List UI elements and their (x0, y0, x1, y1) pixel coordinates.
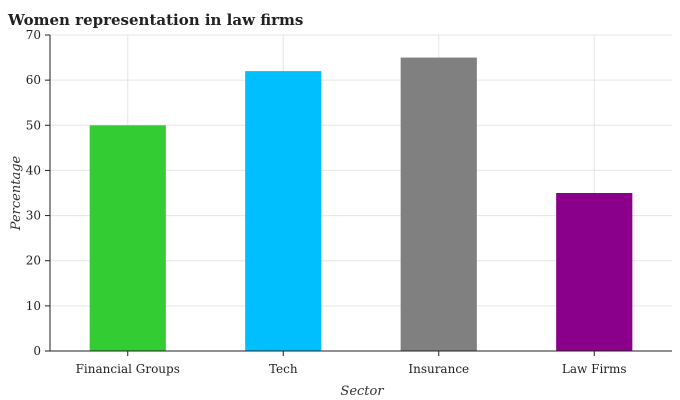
x-tick-label: Insurance (408, 362, 469, 376)
bar-financial-groups (89, 125, 166, 352)
y-tick-label: 30 (26, 209, 41, 223)
y-tick-label: 40 (26, 163, 41, 177)
x-tick-label: Financial Groups (76, 362, 180, 376)
bars (89, 57, 633, 352)
bar-law-firms (556, 193, 633, 351)
axes (49, 35, 672, 352)
y-tick-label: 60 (26, 73, 41, 87)
ticks: 0 10 20 30 40 50 60 70 Financial Groups Tech Insur… (26, 28, 627, 376)
y-tick-label: 10 (26, 299, 41, 313)
bar-insurance (400, 57, 477, 351)
y-tick-label: 50 (26, 118, 41, 132)
x-tick-label: Tech (269, 362, 298, 376)
bar-tech (245, 71, 322, 351)
y-tick-label: 70 (26, 28, 41, 42)
chart-title: Women representation in law firms (7, 11, 303, 29)
x-axis-label: Sector (340, 384, 384, 399)
y-axis-label: Percentage (9, 155, 24, 231)
y-tick-label: 20 (26, 254, 41, 268)
x-tick-label: Law Firms (562, 362, 627, 376)
y-tick-label: 0 (33, 344, 41, 358)
